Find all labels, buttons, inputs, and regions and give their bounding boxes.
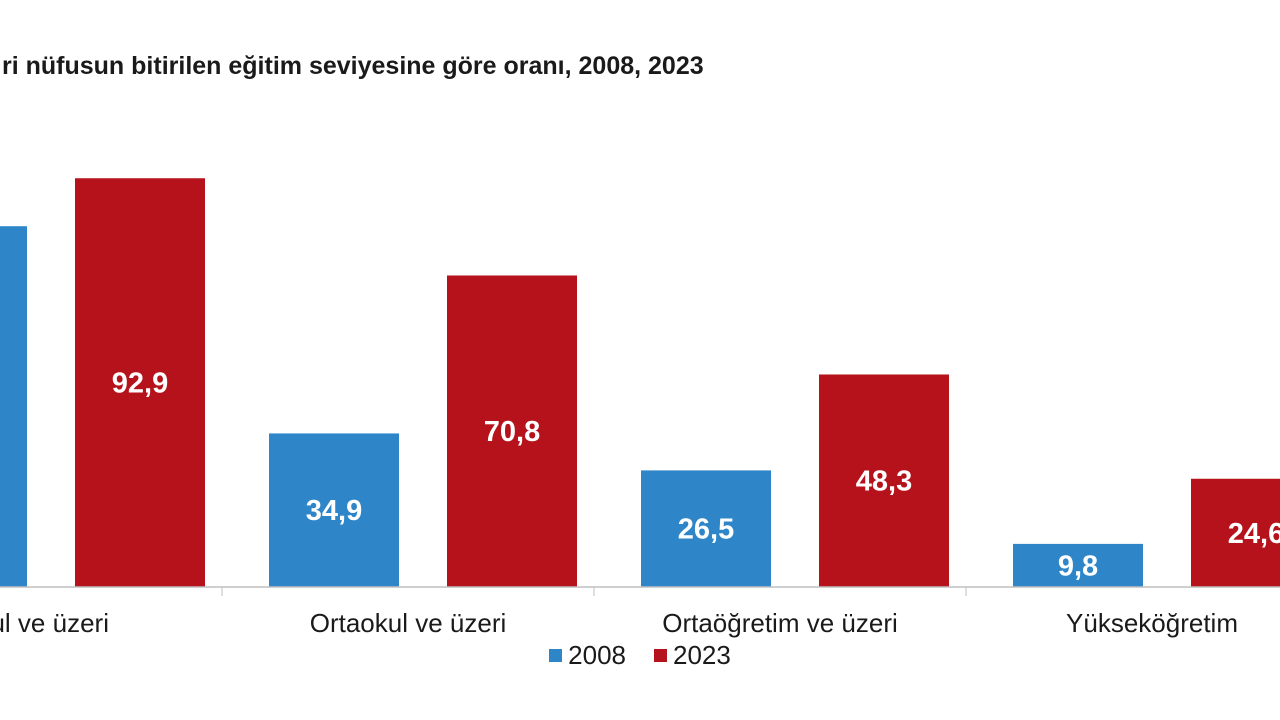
bar-value-label-2023-1: 92,9	[112, 368, 168, 400]
category-label-1: okul ve üzeri	[0, 608, 109, 638]
chart-title: ri nüfusun bitirilen eğitim seviyesine g…	[2, 52, 704, 80]
bar-2023-1	[75, 178, 205, 588]
category-label-4: Yükseköğretim	[1066, 608, 1238, 638]
legend-item-2008: 2008	[549, 640, 626, 671]
bar-2008-1	[0, 226, 27, 587]
bar-2008-3	[641, 470, 771, 587]
legend-label-2008: 2008	[568, 640, 626, 670]
bar-2008-2	[269, 433, 399, 587]
legend: 2008 2023	[0, 640, 1280, 671]
legend-label-2023: 2023	[673, 640, 731, 670]
bar-value-label-2008-3: 26,5	[678, 514, 734, 546]
bar-value-label-2008-2: 34,9	[306, 495, 362, 527]
category-label-2: Ortaokul ve üzeri	[310, 608, 507, 638]
bar-2023-2	[447, 275, 577, 587]
bar-value-label-2008-4: 9,8	[1058, 550, 1098, 582]
bar-value-label-2023-4: 24,6	[1228, 518, 1280, 550]
bar-2023-3	[819, 374, 949, 587]
bar-2008-4	[1013, 543, 1143, 587]
legend-swatch-2023	[654, 649, 667, 662]
bar-value-label-2023-3: 48,3	[856, 466, 912, 498]
legend-item-2023: 2023	[654, 640, 731, 671]
legend-swatch-2008	[549, 649, 563, 662]
bar-value-label-2023-2: 70,8	[484, 416, 540, 448]
bar-2023-4	[1191, 478, 1280, 587]
category-label-3: Ortaöğretim ve üzeri	[662, 608, 898, 638]
